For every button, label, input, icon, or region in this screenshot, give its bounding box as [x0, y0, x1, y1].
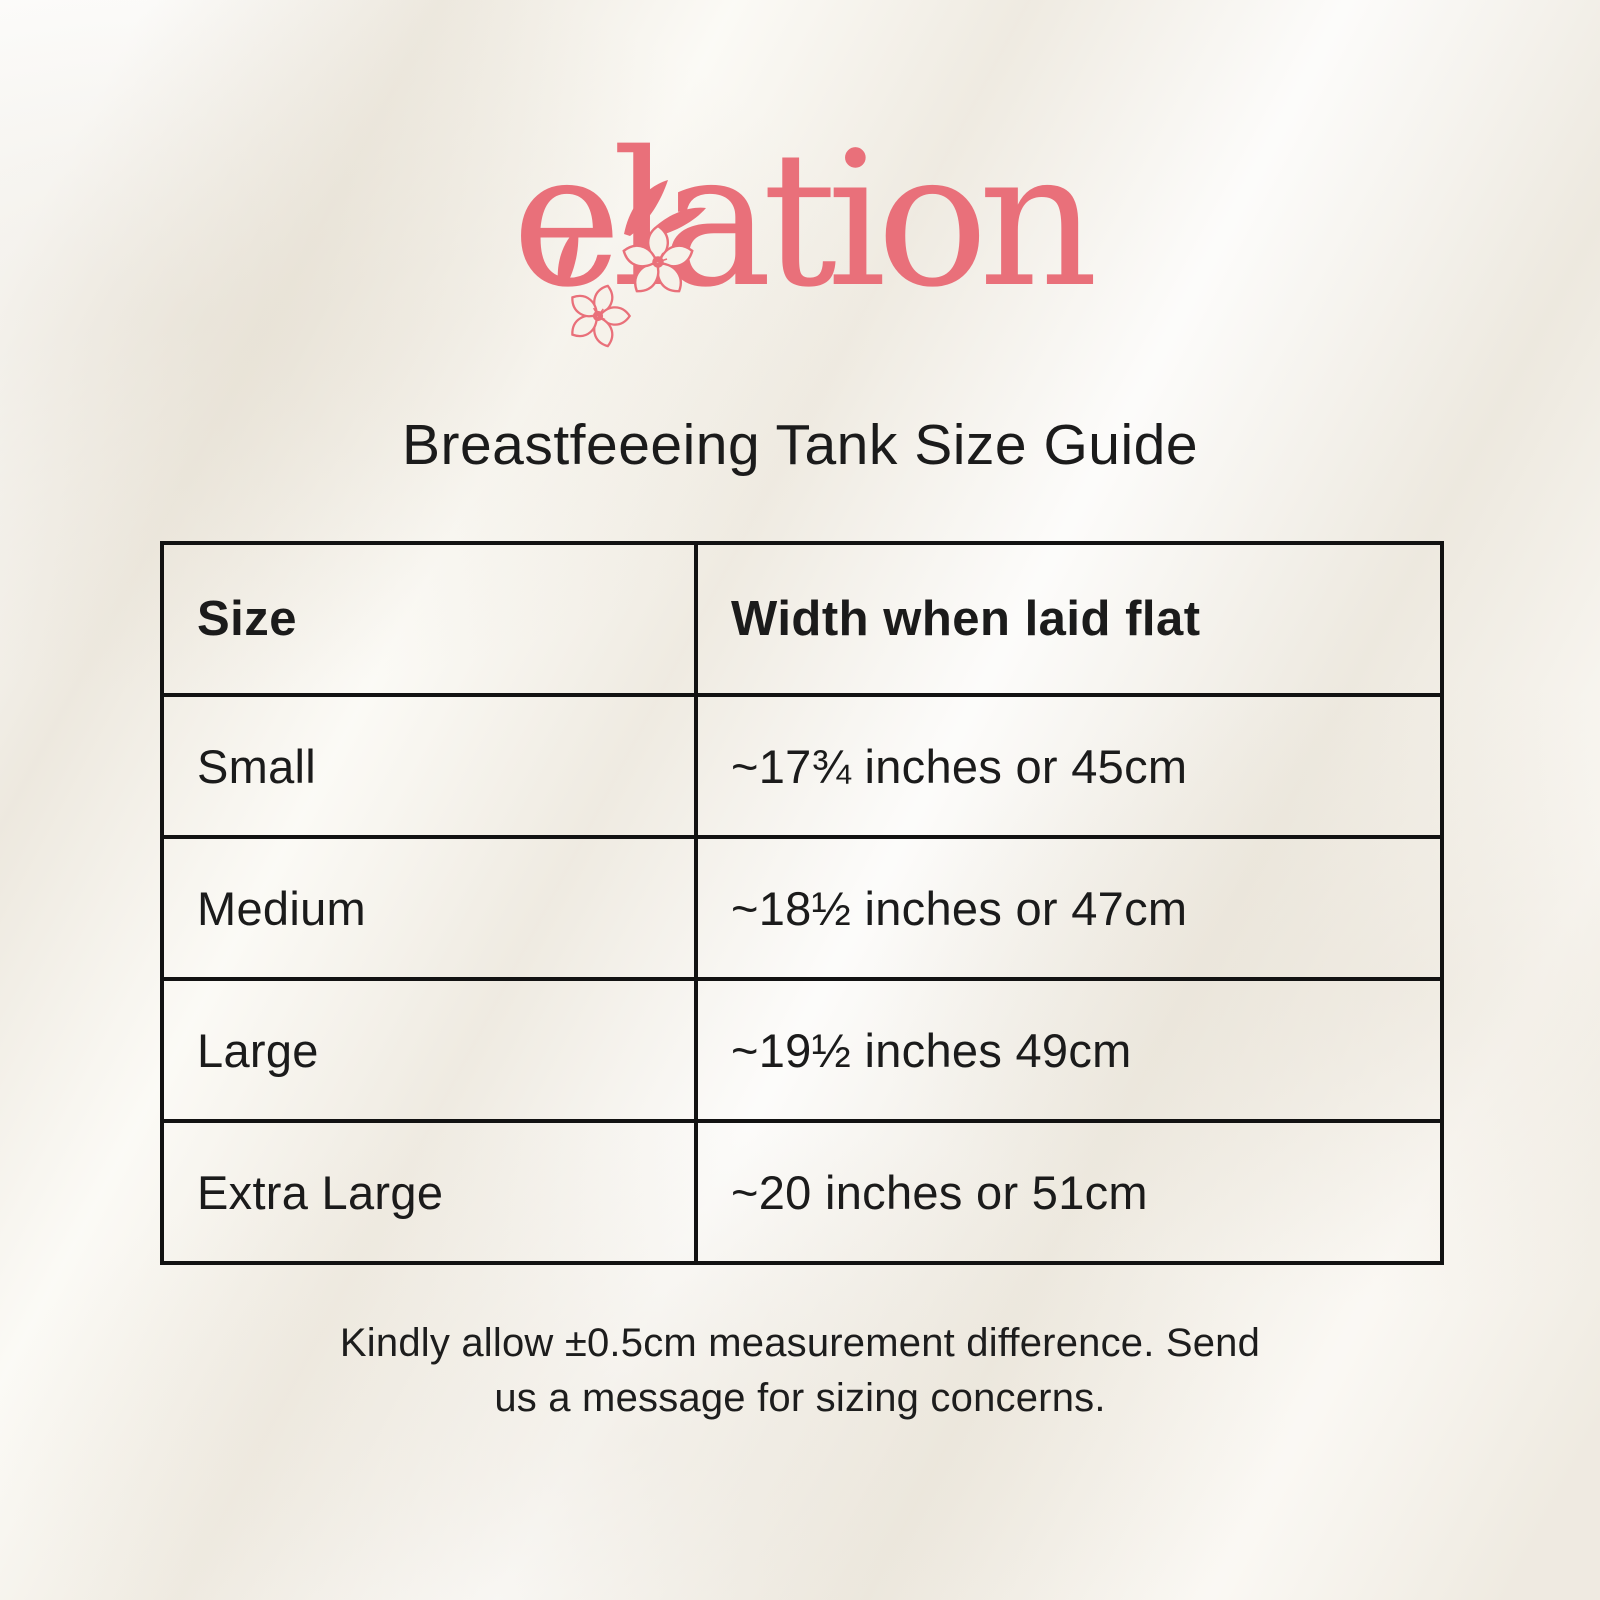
- size-cell: Small: [160, 693, 698, 839]
- size-table-container: Size Width when laid flat Small ~17¾ inc…: [160, 541, 1444, 1265]
- page-title: Breastfeeeing Tank Size Guide: [401, 413, 1199, 477]
- column-header-size: Size: [160, 541, 698, 697]
- table-row: Large ~19½ inches 49cm: [160, 977, 1444, 1123]
- brand-logo-text: elation: [511, 111, 1098, 328]
- footer-note: Kindly allow ±0.5cm measurement differen…: [0, 1316, 1600, 1426]
- column-header-width: Width when laid flat: [694, 541, 1444, 697]
- width-cell: ~20 inches or 51cm: [694, 1119, 1444, 1265]
- footer-note-line: Kindly allow ±0.5cm measurement differen…: [339, 1321, 1261, 1365]
- width-cell: ~19½ inches 49cm: [694, 977, 1444, 1123]
- size-cell: Large: [160, 977, 698, 1123]
- table-row: Small ~17¾ inches or 45cm: [160, 693, 1444, 839]
- table-header-row: Size Width when laid flat: [160, 541, 1444, 697]
- width-cell: ~17¾ inches or 45cm: [694, 693, 1444, 839]
- brand-logo-inner: elation: [512, 117, 1098, 348]
- table-row: Medium ~18½ inches or 47cm: [160, 835, 1444, 981]
- width-cell: ~18½ inches or 47cm: [694, 835, 1444, 981]
- footer-note-line: us a message for sizing concerns.: [494, 1376, 1106, 1421]
- size-table: Size Width when laid flat Small ~17¾ inc…: [160, 541, 1444, 1265]
- brand-logo: elation: [0, 117, 1600, 348]
- table-row: Extra Large ~20 inches or 51cm: [160, 1119, 1444, 1265]
- size-cell: Extra Large: [160, 1119, 698, 1265]
- size-cell: Medium: [160, 835, 698, 981]
